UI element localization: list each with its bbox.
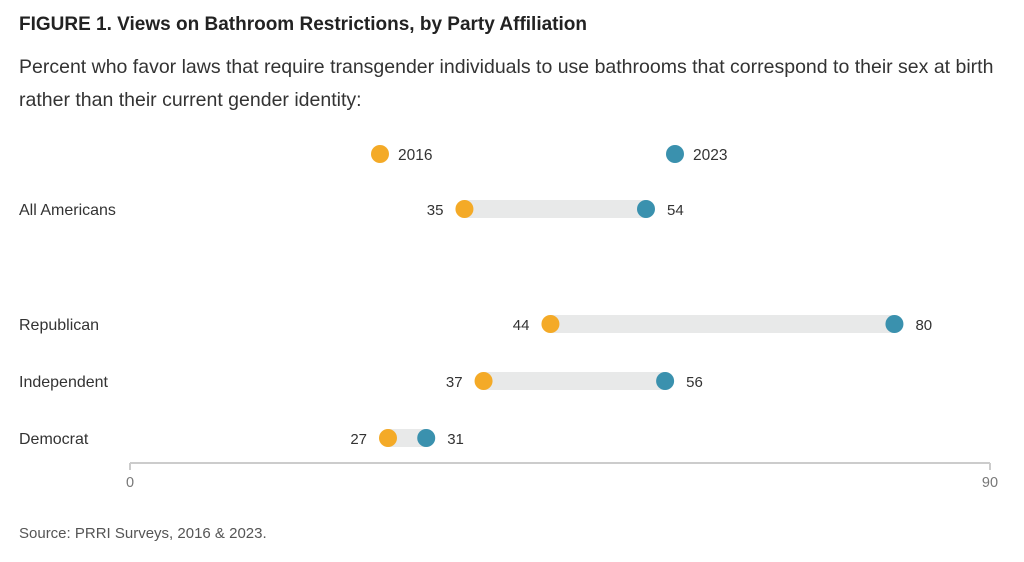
point-2016-all-americans: [455, 200, 474, 218]
point-2016-republican: [541, 315, 560, 333]
legend-marker-2016: [371, 145, 389, 163]
connector-bar-republican: [550, 315, 895, 333]
connector-bar-independent: [483, 372, 666, 390]
connector-bar-democrat: [388, 429, 427, 447]
legend-marker-2023: [666, 145, 684, 163]
data-label-2023-democrat: 31: [447, 431, 464, 448]
point-2023-republican: [885, 315, 904, 333]
chart-title: FIGURE 1. Views on Bathroom Restrictions…: [19, 14, 587, 35]
chart-subtitle: Percent who favor laws that require tran…: [19, 56, 994, 111]
category-label-democrat: Democrat: [19, 431, 89, 448]
connector-bar-all-americans: [464, 200, 646, 218]
point-2023-democrat: [417, 429, 436, 447]
data-label-2016-independent: 37: [446, 374, 463, 391]
data-label-2016-all-americans: 35: [427, 202, 444, 219]
point-2016-democrat: [379, 429, 397, 447]
data-label-2016-democrat: 27: [350, 431, 367, 448]
x-tick-label-max: 90: [982, 475, 998, 491]
legend-label-2016: 2016: [398, 147, 432, 164]
category-label-republican: Republican: [19, 317, 99, 334]
category-label-all-americans: All Americans: [19, 202, 116, 219]
data-label-2016-republican: 44: [513, 317, 530, 334]
data-label-2023-independent: 56: [686, 374, 703, 391]
category-label-independent: Independent: [19, 374, 109, 391]
point-2016-independent: [474, 372, 493, 390]
x-tick-label-min: 0: [126, 475, 134, 491]
source-note: Source: PRRI Surveys, 2016 & 2023.: [19, 525, 267, 542]
point-2023-all-americans: [637, 200, 655, 218]
data-label-2023-all-americans: 54: [667, 202, 684, 219]
data-label-2023-republican: 80: [915, 317, 932, 334]
legend-label-2023: 2023: [693, 147, 727, 164]
point-2023-independent: [656, 372, 675, 390]
